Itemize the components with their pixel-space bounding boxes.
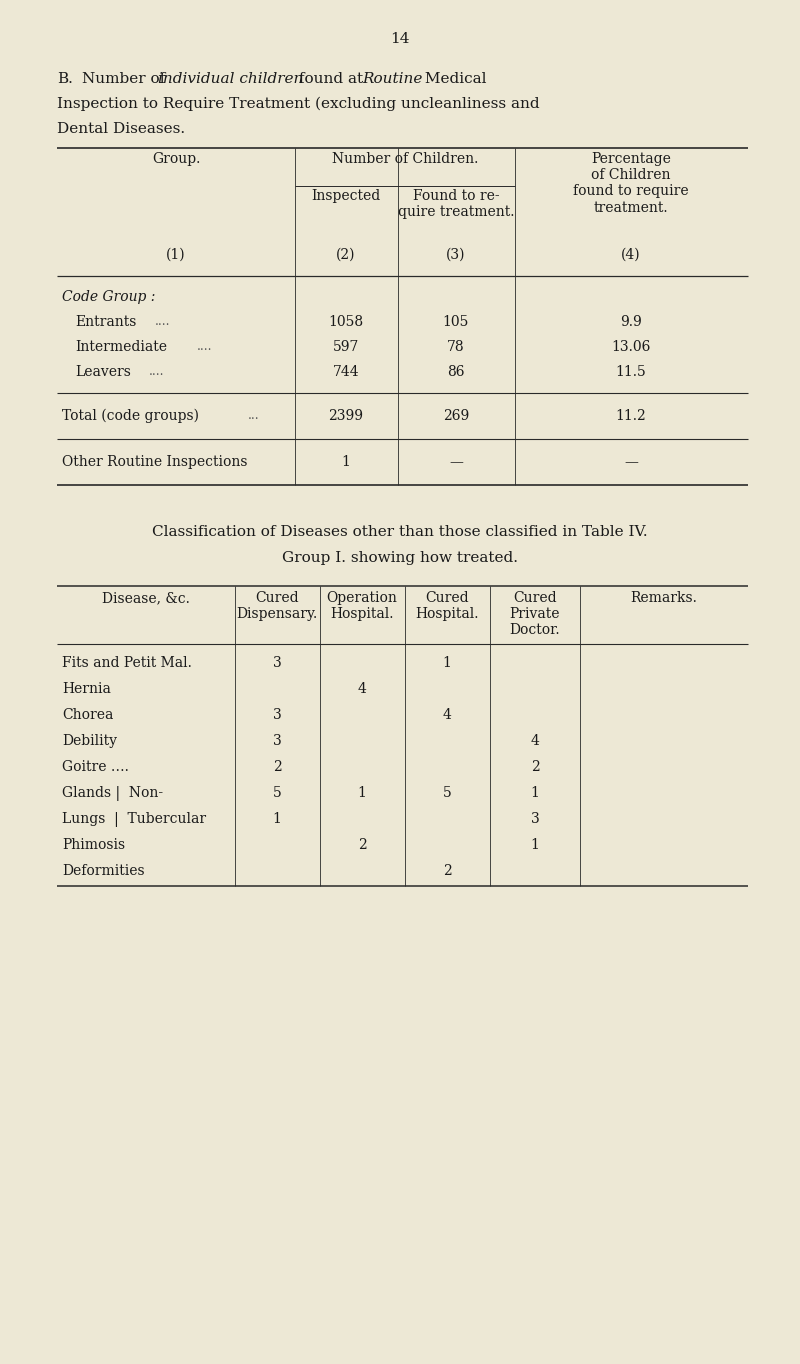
Text: 2: 2 xyxy=(442,863,451,878)
Text: 597: 597 xyxy=(333,340,359,355)
Text: Inspection to Require Treatment (excluding uncleanliness and: Inspection to Require Treatment (excludi… xyxy=(57,97,540,112)
Text: (2): (2) xyxy=(336,248,356,262)
Text: 5: 5 xyxy=(442,786,451,801)
Text: Entrants: Entrants xyxy=(75,315,136,329)
Text: Number of: Number of xyxy=(82,72,170,86)
Text: 4: 4 xyxy=(442,708,451,722)
Text: 4: 4 xyxy=(358,682,366,696)
Text: 11.2: 11.2 xyxy=(616,409,646,423)
Text: —: — xyxy=(449,456,463,469)
Text: Disease, &c.: Disease, &c. xyxy=(102,591,190,606)
Text: 1: 1 xyxy=(530,786,539,801)
Text: 1: 1 xyxy=(442,656,451,670)
Text: 105: 105 xyxy=(443,315,469,329)
Text: (1): (1) xyxy=(166,248,186,262)
Text: 13.06: 13.06 xyxy=(611,340,650,355)
Text: 78: 78 xyxy=(447,340,465,355)
Text: ....: .... xyxy=(149,366,165,378)
Text: 3: 3 xyxy=(273,708,282,722)
Text: Operation
Hospital.: Operation Hospital. xyxy=(326,591,398,621)
Text: Hernia: Hernia xyxy=(62,682,111,696)
Text: 2: 2 xyxy=(273,760,282,773)
Text: Cured
Hospital.: Cured Hospital. xyxy=(415,591,478,621)
Text: 3: 3 xyxy=(273,734,282,747)
Text: 14: 14 xyxy=(390,31,410,46)
Text: Total (code groups): Total (code groups) xyxy=(62,409,199,423)
Text: Group I. showing how treated.: Group I. showing how treated. xyxy=(282,551,518,565)
Text: 9.9: 9.9 xyxy=(620,315,642,329)
Text: Found to re-
quire treatment.: Found to re- quire treatment. xyxy=(398,190,514,220)
Text: 2: 2 xyxy=(530,760,539,773)
Text: 1: 1 xyxy=(273,812,282,827)
Text: individual children: individual children xyxy=(158,72,303,86)
Text: Routine: Routine xyxy=(362,72,422,86)
Text: Goitre ….: Goitre …. xyxy=(62,760,129,773)
Text: Inspected: Inspected xyxy=(311,190,381,203)
Text: Percentage
of Children
found to require
treatment.: Percentage of Children found to require … xyxy=(573,151,689,214)
Text: Other Routine Inspections: Other Routine Inspections xyxy=(62,456,247,469)
Text: Intermediate: Intermediate xyxy=(75,340,167,355)
Text: ....: .... xyxy=(155,315,170,327)
Text: Leavers: Leavers xyxy=(75,366,131,379)
Text: 269: 269 xyxy=(443,409,469,423)
Text: 3: 3 xyxy=(530,812,539,827)
Text: Number of Children.: Number of Children. xyxy=(332,151,478,166)
Text: 2399: 2399 xyxy=(329,409,363,423)
Text: 4: 4 xyxy=(530,734,539,747)
Text: Dental Diseases.: Dental Diseases. xyxy=(57,121,185,136)
Text: Medical: Medical xyxy=(420,72,486,86)
Text: 11.5: 11.5 xyxy=(616,366,646,379)
Text: (4): (4) xyxy=(621,248,641,262)
Text: —: — xyxy=(624,456,638,469)
Text: 744: 744 xyxy=(333,366,359,379)
Text: Remarks.: Remarks. xyxy=(630,591,698,606)
Text: 86: 86 xyxy=(447,366,465,379)
Text: 2: 2 xyxy=(358,837,366,852)
Text: B.: B. xyxy=(57,72,73,86)
Text: Debility: Debility xyxy=(62,734,117,747)
Text: 1058: 1058 xyxy=(329,315,363,329)
Text: 1: 1 xyxy=(342,456,350,469)
Text: 1: 1 xyxy=(358,786,366,801)
Text: Code Group :: Code Group : xyxy=(62,291,155,304)
Text: Chorea: Chorea xyxy=(62,708,114,722)
Text: Phimosis: Phimosis xyxy=(62,837,125,852)
Text: Classification of Diseases other than those classified in Table IV.: Classification of Diseases other than th… xyxy=(152,525,648,539)
Text: Glands |  Non-: Glands | Non- xyxy=(62,786,163,801)
Text: 5: 5 xyxy=(273,786,282,801)
Text: 1: 1 xyxy=(530,837,539,852)
Text: (3): (3) xyxy=(446,248,466,262)
Text: ....: .... xyxy=(197,340,213,353)
Text: Group.: Group. xyxy=(152,151,200,166)
Text: Lungs  |  Tubercular: Lungs | Tubercular xyxy=(62,812,206,827)
Text: Deformities: Deformities xyxy=(62,863,145,878)
Text: Cured
Private
Doctor.: Cured Private Doctor. xyxy=(510,591,560,637)
Text: found at: found at xyxy=(294,72,368,86)
Text: Cured
Dispensary.: Cured Dispensary. xyxy=(236,591,318,621)
Text: ...: ... xyxy=(248,409,260,421)
Text: 3: 3 xyxy=(273,656,282,670)
Text: Fits and Petit Mal.: Fits and Petit Mal. xyxy=(62,656,192,670)
